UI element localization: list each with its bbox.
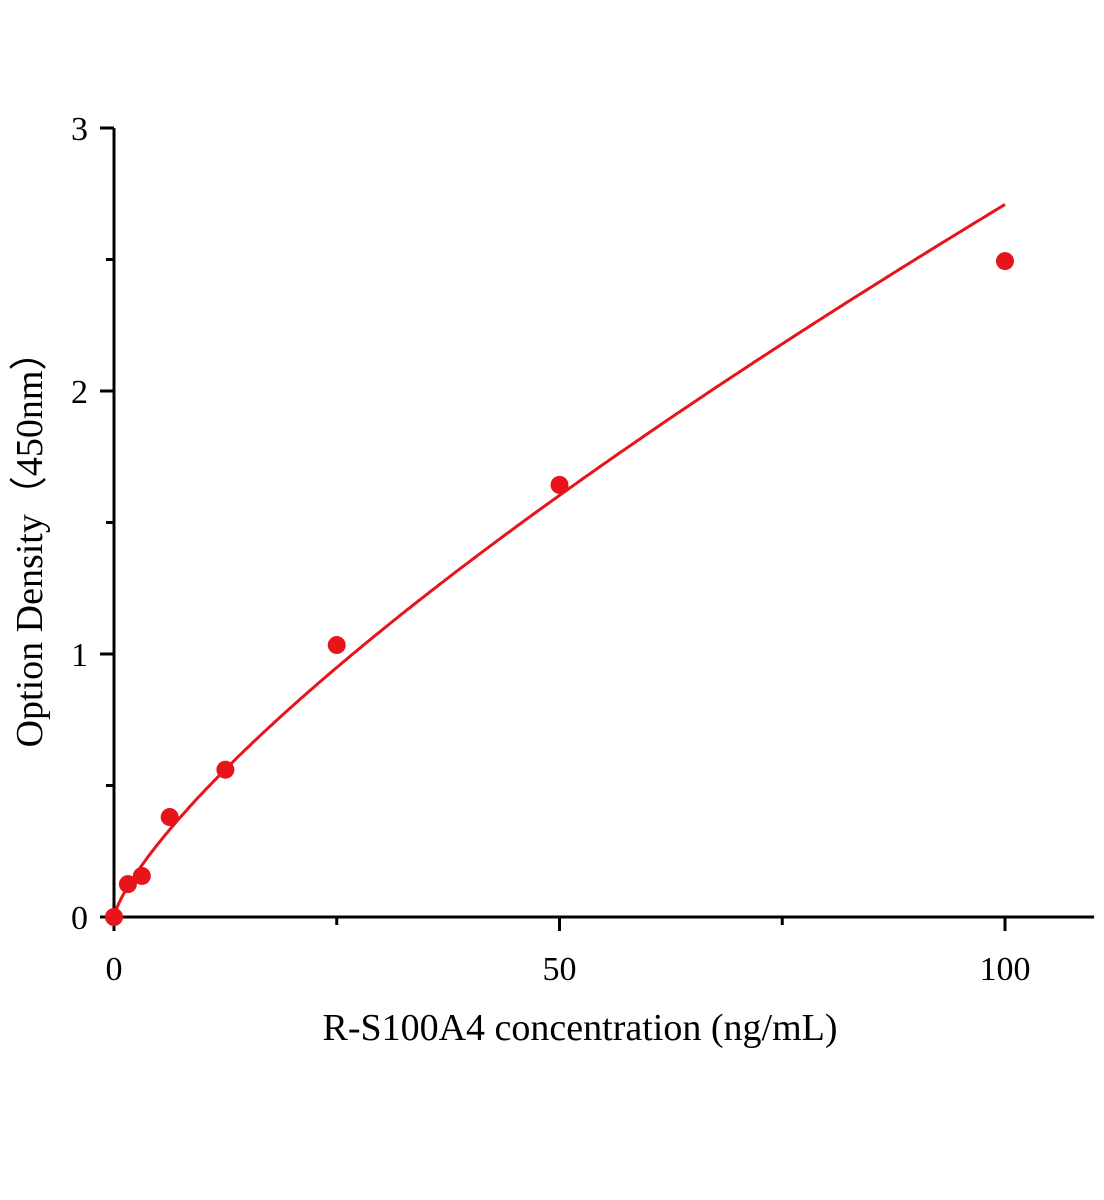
data-point: [118, 875, 137, 894]
fit-curve: [112, 203, 1006, 918]
y-tick-label: 0: [71, 900, 88, 937]
y-tick-label: 1: [71, 637, 88, 674]
y-tick-label: 2: [71, 374, 88, 411]
data-point: [105, 908, 123, 926]
tick-labels: 0 50 100 0 1 2 3: [71, 111, 1031, 988]
data-point: [996, 252, 1014, 271]
x-tick-label: 100: [980, 951, 1031, 988]
x-tick-label: 50: [543, 951, 577, 988]
data-point: [216, 760, 235, 779]
x-tick-label: 0: [106, 951, 123, 988]
data-point: [327, 636, 346, 655]
axes: [100, 126, 1095, 931]
data-point: [132, 866, 151, 885]
y-tick-label: 3: [71, 111, 88, 148]
data-point: [550, 475, 569, 494]
data-points: [105, 252, 1014, 926]
data-point: [160, 808, 179, 827]
fit-curve-group: [112, 203, 1006, 918]
y-axis-label: Option Density（450nm）: [9, 333, 51, 748]
x-axis-label: R-S100A4 concentration (ng/mL): [322, 1007, 837, 1049]
